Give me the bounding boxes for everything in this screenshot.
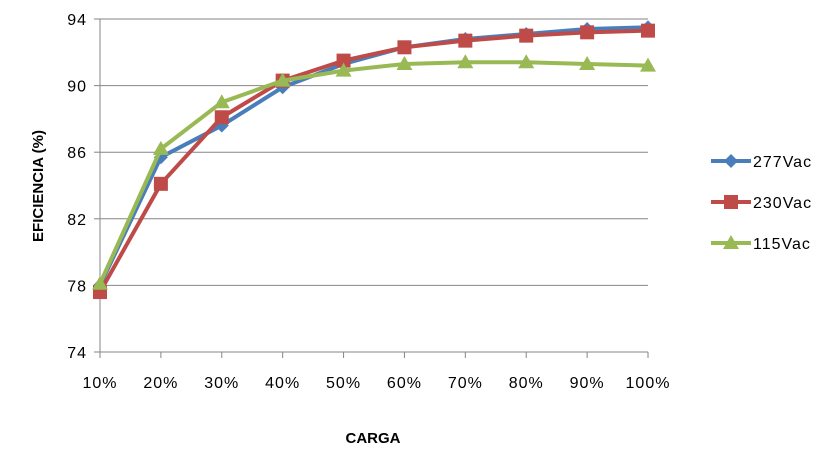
data-point-230vac — [580, 25, 595, 40]
axes — [94, 18, 649, 358]
gridlines — [100, 18, 648, 286]
legend-marker-230vac — [724, 195, 738, 209]
legend-label-115vac: 115Vac — [753, 236, 811, 253]
legend-item-115vac: 115Vac — [711, 235, 811, 253]
data-point-230vac — [458, 33, 473, 48]
x-axis-title: CARGA — [346, 430, 401, 447]
data-point-115vac — [335, 62, 352, 77]
x-tick-label: 80% — [509, 375, 544, 392]
series-230vac — [93, 23, 655, 300]
y-tick-label: 74 — [67, 345, 87, 362]
legend-marker-115vac — [723, 235, 739, 249]
legend-item-230vac: 230Vac — [711, 195, 812, 212]
y-tick-label: 78 — [67, 278, 87, 295]
y-tick-label: 86 — [67, 145, 87, 162]
series-115vac — [92, 54, 656, 290]
data-point-115vac — [518, 54, 535, 69]
legend-marker-277vac — [724, 154, 738, 168]
data-point-230vac — [153, 176, 168, 191]
y-tick-label: 82 — [67, 212, 87, 229]
x-tick-labels: 10% 20% 30% 40% 50% 60% 70% 80% 90% 100% — [82, 375, 671, 392]
y-axis-title: EFICIENCIA (%) — [30, 130, 47, 242]
data-point-115vac — [92, 275, 108, 290]
data-point-115vac — [396, 55, 413, 70]
data-point-230vac — [336, 53, 351, 68]
x-tick-label: 30% — [204, 375, 239, 392]
legend: 277Vac 230Vac 115Vac — [711, 154, 812, 253]
data-point-115vac — [213, 94, 230, 109]
x-tick-label: 90% — [570, 375, 605, 392]
x-tick-label: 60% — [387, 375, 422, 392]
data-point-115vac — [640, 57, 656, 72]
series-line-115vac — [98, 60, 649, 285]
data-point-230vac — [214, 110, 229, 125]
data-point-230vac — [397, 40, 412, 55]
data-point-115vac — [274, 72, 291, 87]
x-tick-label: 70% — [448, 375, 483, 392]
y-tick-label: 90 — [67, 79, 87, 96]
y-tick-label: 94 — [67, 12, 87, 29]
data-point-115vac — [152, 140, 169, 155]
series-277vac — [93, 20, 655, 293]
legend-item-277vac: 277Vac — [711, 154, 812, 171]
x-tick-label: 100% — [626, 375, 671, 392]
series-line-230vac — [98, 28, 649, 294]
data-point-230vac — [641, 23, 655, 38]
series-layer — [92, 20, 656, 300]
data-point-115vac — [457, 54, 474, 69]
x-tick-label: 50% — [326, 375, 361, 392]
y-tick-labels: 74 78 82 86 90 94 — [67, 12, 87, 362]
x-tick-label: 40% — [265, 375, 300, 392]
x-tick-label: 10% — [82, 375, 117, 392]
legend-label-230vac: 230Vac — [753, 195, 812, 212]
legend-label-277vac: 277Vac — [753, 154, 812, 171]
x-tick-label: 20% — [143, 375, 178, 392]
data-point-115vac — [579, 55, 596, 70]
data-point-230vac — [519, 28, 534, 43]
